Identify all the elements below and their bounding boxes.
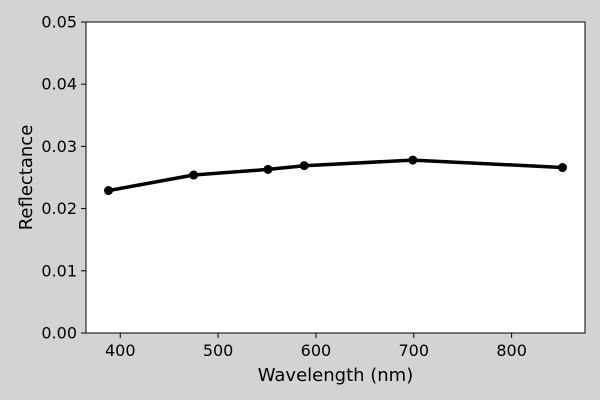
series-layer xyxy=(104,155,567,196)
y-tick-label: 0.03 xyxy=(41,137,77,156)
data-point xyxy=(189,170,199,180)
y-tick-label: 0.00 xyxy=(41,324,77,343)
data-point xyxy=(104,186,114,196)
data-point xyxy=(299,161,309,171)
plot-area xyxy=(86,22,585,333)
y-tick-label: 0.01 xyxy=(41,261,77,280)
y-tick-label: 0.04 xyxy=(41,75,77,94)
data-point xyxy=(557,163,567,173)
x-axis-label: Wavelength (nm) xyxy=(258,365,414,386)
y-axis: 0.00 0.01 0.02 0.03 0.04 0.05 xyxy=(41,13,86,343)
y-tick-label: 0.02 xyxy=(41,199,77,218)
x-tick-label: 500 xyxy=(203,341,234,360)
x-tick-label: 800 xyxy=(496,341,527,360)
y-axis-label: Reflectance xyxy=(16,125,37,231)
series-line xyxy=(106,158,565,193)
x-tick-label: 400 xyxy=(105,341,136,360)
data-point xyxy=(263,164,273,174)
x-tick-label: 600 xyxy=(301,341,332,360)
plot-frame xyxy=(85,21,586,334)
x-tick-label: 700 xyxy=(399,341,430,360)
y-tick-label: 0.05 xyxy=(41,13,77,32)
x-axis: 400 500 600 700 800 xyxy=(105,333,527,360)
data-point xyxy=(408,155,418,165)
